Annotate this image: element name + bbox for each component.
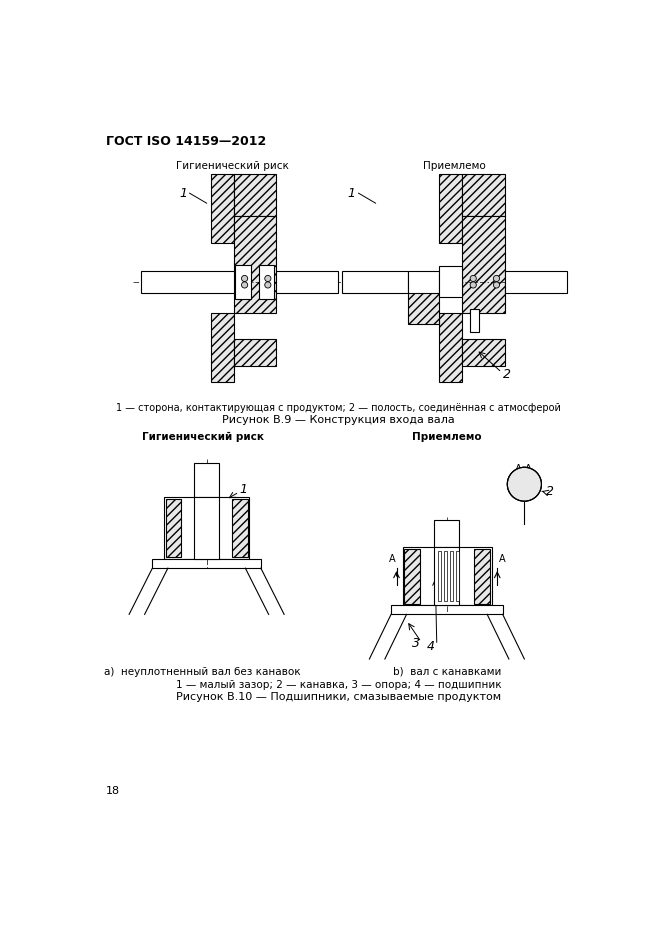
Circle shape xyxy=(241,282,248,288)
Bar xyxy=(210,174,234,243)
Bar xyxy=(463,216,505,313)
Bar xyxy=(408,285,439,324)
Circle shape xyxy=(493,275,500,282)
Text: ГОСТ ISO 14159—2012: ГОСТ ISO 14159—2012 xyxy=(106,136,266,149)
Bar xyxy=(342,271,408,292)
Text: a)  неуплотненный вал без канавок: a) неуплотненный вал без канавок xyxy=(104,666,301,677)
Bar xyxy=(439,313,463,382)
Bar xyxy=(234,174,276,216)
Bar xyxy=(456,551,459,601)
Text: 1: 1 xyxy=(179,186,187,199)
Text: 1 — сторона, контактирующая с продуктом; 2 — полость, соединённая с атмосферой: 1 — сторона, контактирующая с продуктом;… xyxy=(116,403,561,414)
Circle shape xyxy=(265,282,271,288)
Bar xyxy=(141,271,234,292)
Circle shape xyxy=(493,282,500,288)
Bar xyxy=(165,499,181,557)
Bar xyxy=(210,313,234,382)
Bar xyxy=(470,309,479,331)
Bar xyxy=(438,551,441,601)
Text: 1: 1 xyxy=(239,483,247,496)
Bar xyxy=(194,497,219,559)
Text: 2: 2 xyxy=(546,486,554,499)
Text: 18: 18 xyxy=(106,786,120,797)
Bar xyxy=(463,340,505,366)
Text: Рисунок В.10 — Подшипники, смазываемые продуктом: Рисунок В.10 — Подшипники, смазываемые п… xyxy=(176,692,501,702)
Bar xyxy=(276,271,338,292)
Bar xyxy=(434,548,459,605)
Circle shape xyxy=(470,282,477,288)
Bar xyxy=(234,340,276,366)
Bar xyxy=(408,271,439,292)
Bar xyxy=(403,548,492,605)
Bar xyxy=(234,216,276,313)
Text: 4: 4 xyxy=(427,640,435,653)
Text: Гигиенический риск: Гигиенический риск xyxy=(141,431,264,442)
Text: b)  вал с канавками: b) вал с канавками xyxy=(393,666,501,677)
Text: А: А xyxy=(498,553,505,563)
Bar xyxy=(450,551,453,601)
Bar xyxy=(232,499,248,557)
Text: 1: 1 xyxy=(348,186,356,199)
Bar xyxy=(164,497,249,559)
Text: Рисунок В.9 — Конструкция входа вала: Рисунок В.9 — Конструкция входа вала xyxy=(222,415,455,425)
Text: 2: 2 xyxy=(504,368,512,381)
Text: 3: 3 xyxy=(412,637,420,651)
Circle shape xyxy=(265,275,271,282)
Bar xyxy=(408,274,439,285)
Text: А: А xyxy=(389,553,395,563)
Bar xyxy=(391,605,504,614)
Circle shape xyxy=(470,275,477,282)
Bar xyxy=(439,174,463,243)
Text: 1 — малый зазор; 2 — канавка, 3 — опора; 4 — подшипник: 1 — малый зазор; 2 — канавка, 3 — опора;… xyxy=(176,680,501,690)
Bar xyxy=(405,548,420,604)
Bar xyxy=(194,462,219,497)
Text: Приемлемо: Приемлемо xyxy=(412,431,482,442)
Bar xyxy=(505,271,567,292)
Bar xyxy=(235,265,251,299)
Bar xyxy=(153,559,261,568)
Bar xyxy=(434,520,459,548)
Bar xyxy=(258,265,274,299)
Bar xyxy=(439,267,463,297)
Circle shape xyxy=(241,275,248,282)
Text: А-А: А-А xyxy=(516,464,533,475)
Text: Гигиенический риск: Гигиенический риск xyxy=(176,161,289,171)
Bar xyxy=(474,548,490,604)
Bar xyxy=(444,551,447,601)
Circle shape xyxy=(508,467,541,501)
Bar xyxy=(463,174,505,216)
Circle shape xyxy=(508,467,541,501)
Text: Приемлемо: Приемлемо xyxy=(423,161,486,171)
